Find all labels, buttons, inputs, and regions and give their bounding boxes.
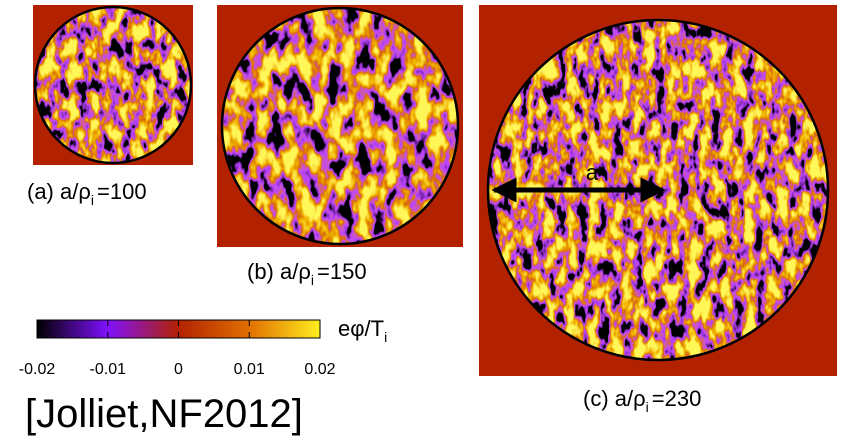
colorbar-tick-label: 0 bbox=[174, 361, 183, 378]
panel-b bbox=[217, 5, 463, 247]
panel-c: a bbox=[479, 5, 837, 376]
colorbar-tick-label: 0.01 bbox=[234, 361, 265, 378]
colorbar-tick-label: 0.02 bbox=[304, 361, 335, 378]
caption-a: (a) a/ρi =100 bbox=[27, 179, 147, 208]
caption-c: (c) a/ρi =230 bbox=[583, 386, 701, 415]
colorbar-label: eφ/Ti bbox=[338, 316, 387, 345]
panel-a bbox=[33, 5, 193, 165]
colorbar-tick-label: -0.02 bbox=[19, 361, 56, 378]
colorbar-tick-label: -0.01 bbox=[90, 361, 127, 378]
arrow-label: a bbox=[586, 160, 599, 185]
citation: [Jolliet,NF2012] bbox=[25, 392, 303, 436]
caption-b: (b) a/ρi =150 bbox=[247, 259, 367, 288]
